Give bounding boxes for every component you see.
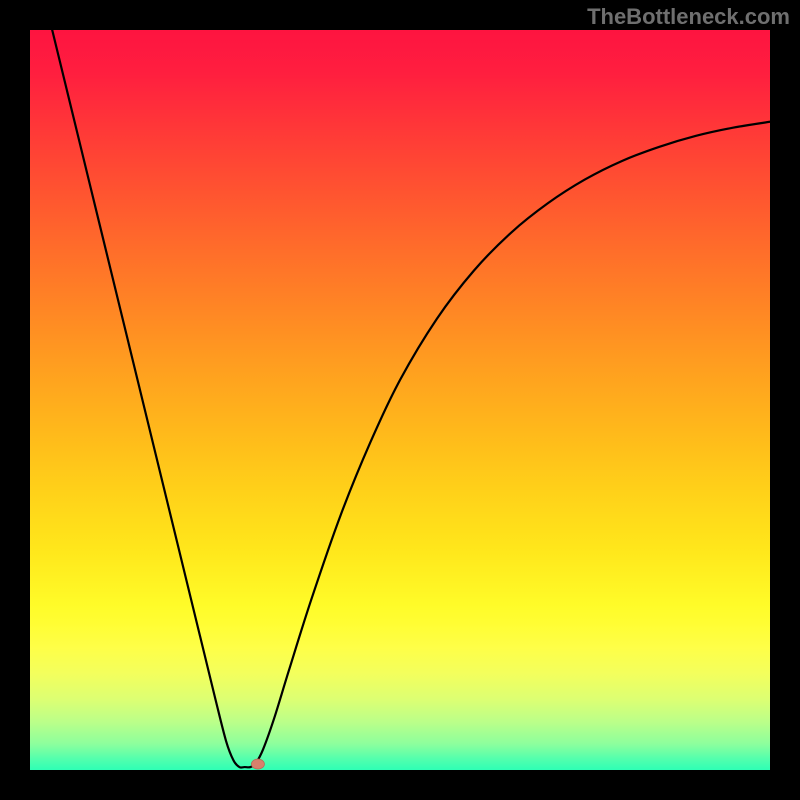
plot-area	[30, 30, 770, 770]
bottleneck-curve	[52, 30, 770, 768]
watermark-text: TheBottleneck.com	[587, 4, 790, 30]
optimal-point-marker	[251, 759, 264, 769]
curve-layer	[30, 30, 770, 770]
chart-container: { "watermark": { "text": "TheBottleneck.…	[0, 0, 800, 800]
